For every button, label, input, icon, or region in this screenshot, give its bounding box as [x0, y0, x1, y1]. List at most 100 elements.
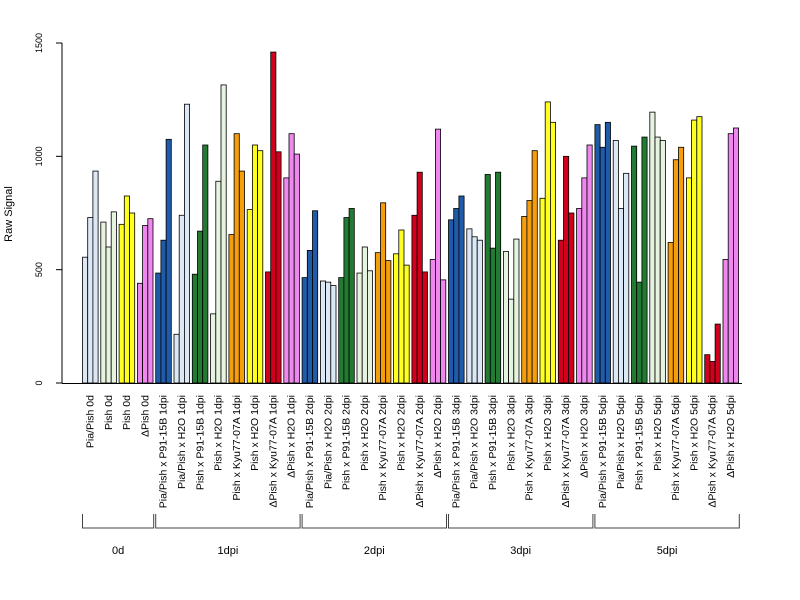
x-tick-label: Pish x P91-15B 5dpi — [633, 395, 645, 490]
bar — [129, 212, 136, 384]
bar — [458, 195, 465, 384]
bar — [476, 239, 483, 384]
x-tick-label: Pia/Pish 0d — [84, 395, 96, 448]
bar — [82, 256, 89, 384]
bar — [233, 133, 240, 384]
bar — [453, 208, 460, 384]
bar — [686, 177, 693, 384]
bar — [87, 217, 94, 384]
group-label: 1dpi — [218, 545, 239, 557]
bar — [586, 144, 593, 384]
bar — [338, 277, 345, 384]
group-label: 0d — [112, 545, 124, 557]
bar — [581, 177, 588, 384]
bar — [210, 313, 217, 384]
bar — [173, 333, 180, 384]
bar — [288, 133, 295, 384]
bar — [576, 208, 583, 384]
bar — [136, 282, 143, 384]
bar — [197, 230, 204, 384]
bar — [398, 229, 405, 384]
bar — [489, 247, 496, 384]
bar — [654, 136, 661, 384]
group-label: 3dpi — [510, 545, 531, 557]
x-tick-label: ΔPish x H2O 3dpi — [579, 395, 591, 478]
bar — [393, 253, 400, 384]
x-tick-label: Pish x P91-15B 1dpi — [194, 395, 206, 490]
x-tick-label: Pish x H2O 3dpi — [542, 395, 554, 471]
bar — [246, 209, 253, 384]
bar — [178, 214, 185, 384]
bar — [594, 124, 601, 384]
bar — [123, 195, 130, 384]
x-tick-label: ΔPish x H2O 2dpi — [432, 395, 444, 478]
bar — [557, 239, 564, 384]
x-tick-label: Pish x P91-15B 2dpi — [341, 395, 353, 490]
x-tick-label: Pish 0d — [103, 395, 115, 430]
time-group-brackets: 0d 1dpi 2dpi 3dpi 5dpi — [82, 514, 740, 557]
group-bracket — [448, 514, 594, 529]
x-tick-label: ΔPish x H2O 5dpi — [725, 395, 737, 478]
bar — [251, 144, 258, 384]
bars-layer — [82, 51, 740, 384]
bar — [265, 271, 272, 384]
group-bracket — [594, 514, 740, 529]
bar — [319, 280, 326, 384]
y-tick-label: 0 — [34, 380, 44, 385]
bar — [513, 238, 520, 384]
bar — [105, 246, 112, 384]
bar — [238, 170, 245, 384]
bar — [361, 246, 368, 384]
bar — [659, 140, 666, 384]
x-tick-label: ΔPish x Kyu77-07A 2dpi — [414, 395, 426, 508]
bar — [301, 277, 308, 384]
x-tick-label: Pish x Kyu77-07A 3dpi — [524, 395, 536, 501]
bar — [403, 264, 410, 384]
x-tick-label: Pia/Pish x H2O 2dpi — [322, 395, 334, 489]
bar — [429, 259, 436, 384]
bar — [631, 145, 638, 384]
group-bracket — [155, 514, 301, 529]
bar — [691, 119, 698, 384]
bar — [275, 151, 282, 384]
bar — [110, 211, 117, 384]
x-tick-label: Pish x H2O 5dpi — [688, 395, 700, 471]
bar — [440, 279, 447, 384]
bar — [678, 146, 685, 384]
bar — [220, 84, 227, 384]
bar — [727, 133, 734, 384]
x-tick-label: Pish x H2O 2dpi — [396, 395, 408, 471]
bar — [550, 121, 557, 384]
bar — [325, 281, 332, 384]
group-bracket — [301, 514, 447, 529]
x-tick-label: Pia/Pish x H2O 1dpi — [176, 395, 188, 489]
bar — [202, 144, 209, 384]
x-tick-label: Pia/Pish x P91-15B 1dpi — [158, 395, 170, 508]
bar — [283, 177, 290, 384]
x-tick-label: Pish 0d — [121, 395, 133, 430]
y-axis-title: Raw Signal — [3, 186, 15, 242]
bar — [531, 150, 538, 384]
x-tick-label: Pia/Pish x P91-15B 3dpi — [450, 395, 462, 508]
bar — [539, 197, 546, 384]
bar — [649, 111, 656, 384]
bar — [667, 242, 674, 384]
y-tick-label: 1500 — [34, 33, 44, 53]
x-tick-label: Pish x P91-15B 3dpi — [487, 395, 499, 490]
bar — [306, 249, 313, 384]
bar — [270, 51, 277, 384]
bar — [183, 103, 190, 384]
bar — [434, 128, 441, 384]
bar — [100, 221, 107, 384]
x-tick-label: Pish x H2O 5dpi — [652, 395, 664, 471]
x-tick-label: Pish x H2O 1dpi — [249, 395, 261, 471]
bar — [484, 174, 491, 384]
group-label: 2dpi — [364, 545, 385, 557]
bar — [544, 101, 551, 384]
x-tick-label: Pish x H2O 1dpi — [213, 395, 225, 471]
bar — [709, 361, 716, 384]
bar — [641, 136, 648, 384]
bar — [374, 252, 381, 384]
x-tick-label: Pish x Kyu77-07A 1dpi — [231, 395, 243, 501]
bar — [502, 251, 509, 384]
